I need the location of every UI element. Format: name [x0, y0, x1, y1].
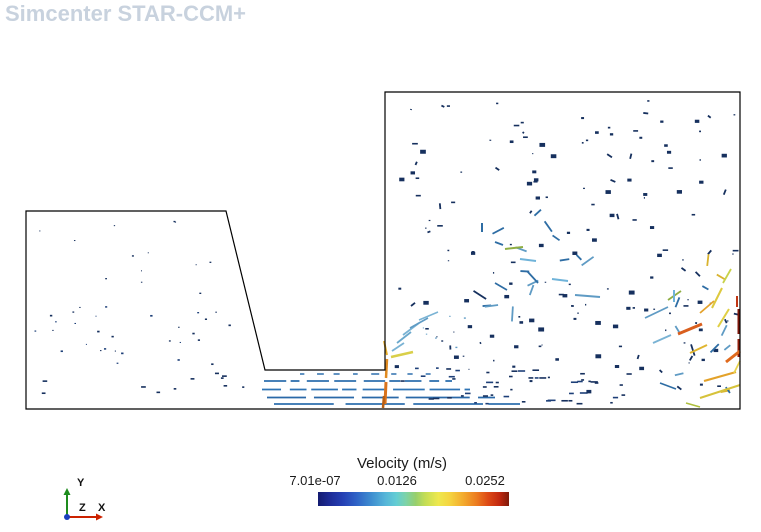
app-watermark: Simcenter STAR-CCM+	[5, 1, 247, 26]
velocity-vectors	[34, 100, 740, 405]
highlight-vectors	[381, 223, 741, 409]
axis-label-y: Y	[77, 477, 85, 489]
legend-tick-min: 7.01e-07	[289, 473, 341, 488]
legend-tick-mid: 0.0126	[377, 473, 417, 488]
axis-triad	[63, 488, 103, 521]
z-axis-dot	[64, 514, 70, 520]
legend-title: Velocity (m/s)	[356, 455, 448, 472]
axis-label-z: Z	[79, 502, 86, 514]
domain-outline	[25, 91, 741, 410]
channel-streaklines	[262, 373, 520, 405]
x-axis-arrow	[96, 513, 103, 521]
colorbar-gradient	[318, 492, 509, 506]
legend-tick-max: 0.0252	[465, 473, 505, 488]
axis-label-x: X	[98, 502, 106, 514]
y-axis-arrow	[63, 488, 71, 495]
